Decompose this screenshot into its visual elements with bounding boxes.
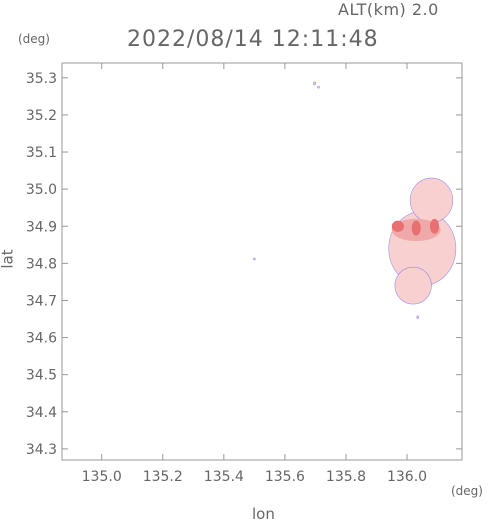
- echo-cell-10: [253, 257, 256, 261]
- echo-cell-2: [394, 266, 432, 305]
- x-tick-label-3: 135.6: [265, 469, 305, 485]
- echo-cell-5: [411, 220, 421, 236]
- y-tick-label-4: 34.7: [26, 293, 57, 309]
- x-tick-label-1: 135.2: [143, 469, 183, 485]
- x-axis-label: lon: [252, 505, 275, 523]
- echo-layer: [253, 81, 457, 319]
- x-tick-label-4: 135.8: [326, 469, 366, 485]
- y-tick-label-10: 35.3: [26, 71, 57, 87]
- x-tick-label-0: 135.0: [82, 469, 122, 485]
- y-axis-unit: (deg): [18, 32, 50, 46]
- altitude-label: ALT(km) 2.0: [338, 0, 439, 19]
- y-tick-label-2: 34.5: [26, 368, 57, 384]
- y-tick-label-9: 35.2: [26, 108, 57, 124]
- echo-cell-7: [312, 81, 317, 86]
- echo-cell-1: [409, 177, 454, 223]
- x-axis-unit: (deg): [451, 484, 483, 498]
- chart-title-timestamp: 2022/08/14 12:11:48: [127, 27, 379, 52]
- y-tick-label-8: 35.1: [26, 145, 57, 161]
- echo-cell-6: [429, 218, 440, 234]
- y-tick-label-6: 34.9: [26, 219, 57, 235]
- y-tick-label-3: 34.6: [26, 331, 57, 347]
- x-tick-label-5: 136.0: [387, 469, 427, 485]
- y-tick-label-5: 34.8: [26, 256, 57, 272]
- x-axis-ticks: 135.0 135.2 135.4 135.6 135.8 136.0: [82, 63, 427, 485]
- y-tick-label-7: 35.0: [26, 182, 57, 198]
- plot-frame: [61, 62, 463, 461]
- echo-cell-4: [391, 220, 404, 232]
- y-axis-ticks: 34.3 34.4 34.5 34.6 34.7 34.8 34.9 35.0 35.1 35.2…: [26, 71, 462, 458]
- x-tick-label-2: 135.4: [204, 469, 244, 485]
- echo-cell-9: [416, 315, 420, 319]
- y-tick-label-1: 34.4: [26, 405, 57, 421]
- echo-cell-8: [317, 85, 320, 89]
- y-tick-label-0: 34.3: [26, 442, 57, 458]
